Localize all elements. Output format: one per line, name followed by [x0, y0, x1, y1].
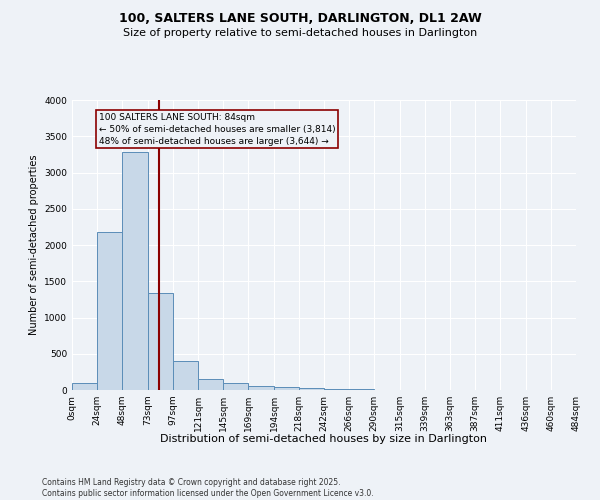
Bar — [122, 152, 148, 390]
Y-axis label: Number of semi-detached properties: Number of semi-detached properties — [29, 155, 38, 336]
X-axis label: Distribution of semi-detached houses by size in Darlington: Distribution of semi-detached houses by … — [161, 434, 487, 444]
Bar — [299, 388, 324, 390]
Bar — [72, 383, 97, 390]
Bar — [148, 293, 173, 390]
Text: 100 SALTERS LANE SOUTH: 84sqm
← 50% of semi-detached houses are smaller (3,814)
: 100 SALTERS LANE SOUTH: 84sqm ← 50% of s… — [99, 113, 335, 146]
Text: Size of property relative to semi-detached houses in Darlington: Size of property relative to semi-detach… — [123, 28, 477, 38]
Text: Contains HM Land Registry data © Crown copyright and database right 2025.
Contai: Contains HM Land Registry data © Crown c… — [42, 478, 374, 498]
Bar — [97, 232, 122, 390]
Bar — [173, 361, 198, 390]
Bar — [248, 386, 274, 390]
Bar — [324, 388, 349, 390]
Bar — [198, 379, 223, 390]
Text: 100, SALTERS LANE SOUTH, DARLINGTON, DL1 2AW: 100, SALTERS LANE SOUTH, DARLINGTON, DL1… — [119, 12, 481, 26]
Bar — [274, 387, 299, 390]
Bar — [223, 384, 248, 390]
